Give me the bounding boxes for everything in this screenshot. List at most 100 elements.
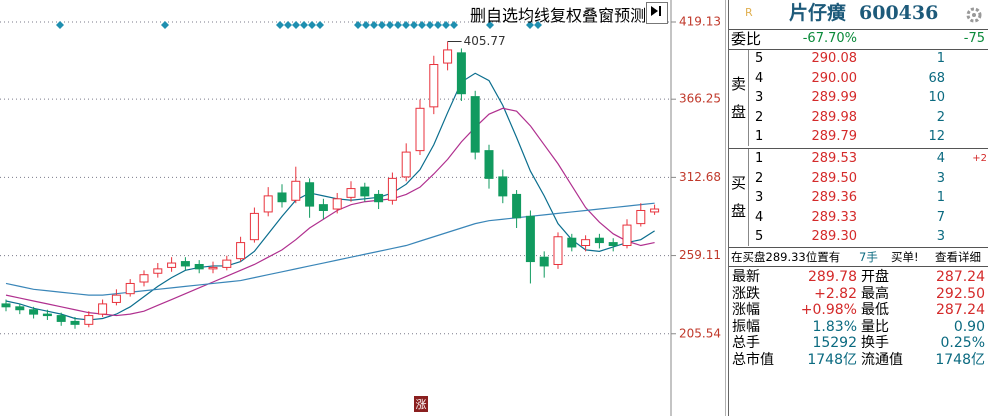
volume: 3 (936, 229, 945, 244)
candle-body (305, 182, 315, 207)
stat-row: 总市值 1748亿 流通值 1748亿 (729, 351, 988, 369)
toolbar-button[interactable]: 复权 (550, 6, 583, 25)
event-marker (284, 21, 292, 29)
diff: -75 (963, 31, 985, 46)
stat-label: 最新 (732, 269, 760, 285)
candle-body (387, 177, 397, 201)
notice-text: 在买盘289.33位置有 (731, 250, 841, 264)
candle-body (581, 239, 591, 247)
candle-body (1, 303, 11, 308)
candle-body (318, 204, 328, 211)
y-tick-label: 205.54 (679, 326, 721, 340)
event-marker (394, 21, 402, 29)
peak-label: 405.77 (464, 34, 506, 48)
price: 289.33 (811, 209, 858, 225)
volume: 12 (928, 129, 945, 144)
y-tick-label: 419.13 (679, 14, 721, 28)
candle-body (594, 237, 604, 244)
price: 289.50 (811, 170, 858, 186)
stat-label: 最高 (861, 285, 889, 302)
volume: 3 (936, 170, 945, 186)
stat-label: 流通值 (861, 351, 903, 368)
toolbar-arrow[interactable] (646, 2, 669, 24)
candle-body (650, 208, 660, 213)
price: 289.79 (811, 129, 858, 144)
toolbar-button[interactable]: 窗 (598, 6, 615, 25)
stock-name: 片仔癀 (789, 2, 847, 24)
stat-label: 振幅 (732, 318, 760, 335)
candle-body (291, 180, 301, 201)
candle-body (346, 188, 356, 198)
notice-link[interactable]: 查看详细 (935, 248, 981, 267)
bid-row: 5 289.30 3 (729, 228, 988, 246)
volume: 7 (936, 209, 945, 225)
candle-body (208, 266, 218, 270)
event-marker (526, 21, 534, 29)
candle-body (153, 268, 163, 274)
moving-average (5, 202, 655, 296)
candle-body (512, 193, 522, 219)
event-marker (534, 21, 542, 29)
event-marker (362, 21, 370, 29)
footer-box (414, 396, 428, 412)
volume: 10 (928, 90, 945, 105)
level: 3 (755, 190, 764, 205)
event-marker (434, 21, 442, 29)
candle-body (42, 313, 52, 317)
candle-body (70, 320, 80, 325)
stat-value: 292.50 (936, 285, 985, 302)
notice-lots: 7手 (859, 250, 878, 264)
event-marker (354, 21, 362, 29)
stat-value: 1.83% (812, 318, 857, 335)
candle-body (194, 263, 204, 270)
event-marker (486, 21, 494, 29)
candle-body (567, 237, 577, 248)
candle-body (622, 224, 632, 247)
stat-row: 振幅 1.83% 量比 0.90 (729, 318, 988, 336)
event-marker (370, 21, 378, 29)
level: 2 (755, 109, 764, 125)
bid-row: 4 289.33 7 (729, 209, 988, 227)
candle-body (443, 49, 453, 64)
stat-label: 开盘 (861, 269, 889, 285)
toolbar: 删自选 均线 复权叠窗预测 (470, 2, 669, 25)
notice-order: 买单! (891, 250, 919, 264)
level: 1 (755, 129, 764, 144)
candle-body (236, 242, 246, 260)
price: 289.99 (811, 90, 858, 105)
candle-body (401, 151, 411, 178)
candle-body (636, 209, 646, 225)
stat-row: 涨幅 +0.98% 最低 287.24 (729, 301, 988, 319)
stat-label: 换手 (861, 335, 889, 351)
toolbar-button[interactable]: 删自选 (470, 6, 519, 25)
candle-body (608, 242, 618, 247)
event-marker (426, 21, 434, 29)
stat-value: +2.82 (814, 285, 857, 302)
level: 5 (755, 229, 764, 244)
stat-label: 最低 (861, 302, 889, 318)
candle-body (249, 212, 259, 241)
ask-row: 3 289.99 10 (729, 89, 988, 107)
settings-icon[interactable] (965, 6, 983, 24)
footer-mark[interactable]: 涨 (416, 398, 427, 411)
stat-row: 总手 15292 换手 0.25% (729, 334, 988, 352)
ask-row: 4 290.00 68 (729, 70, 988, 88)
toolbar-button[interactable]: 预测 (614, 6, 647, 25)
stat-label: 涨幅 (732, 302, 760, 318)
stat-value: 0.25% (940, 335, 985, 351)
candle-body (167, 262, 177, 268)
stat-value: 1748亿 (807, 351, 857, 368)
y-tick-label: 312.68 (679, 170, 721, 184)
price: 289.36 (811, 190, 858, 205)
toolbar-button[interactable]: 叠 (582, 6, 599, 25)
candle-body (222, 259, 232, 268)
toolbar-button[interactable]: 均线 (518, 6, 551, 25)
header: R 片仔癀 600436 (729, 4, 988, 26)
volume: 68 (928, 70, 945, 86)
price: 290.00 (811, 70, 858, 86)
ask-row: 2 289.98 2 (729, 109, 988, 127)
event-marker (56, 21, 64, 29)
event-marker (308, 21, 316, 29)
moving-average (5, 72, 655, 321)
stat-value: 289.78 (808, 269, 857, 285)
